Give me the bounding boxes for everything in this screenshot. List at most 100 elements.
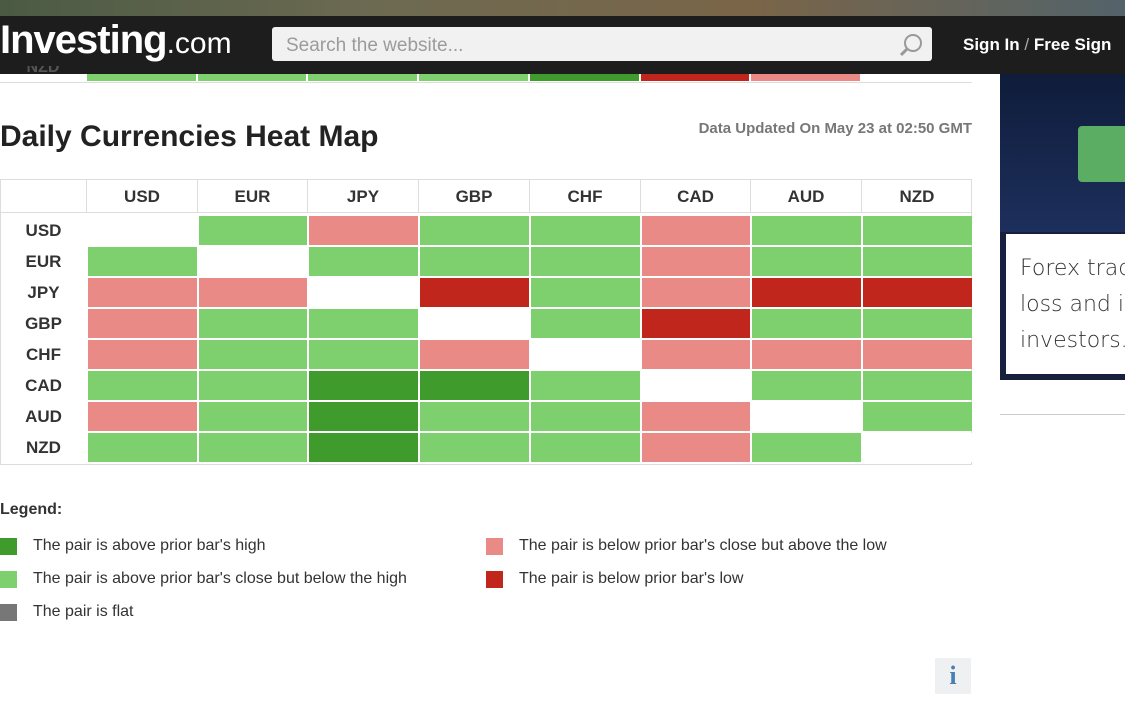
search-box[interactable]: Search the website...: [272, 27, 932, 61]
heat-cell[interactable]: [752, 278, 861, 307]
heat-cell[interactable]: [642, 278, 750, 307]
heat-cell[interactable]: [531, 340, 640, 369]
heat-cell[interactable]: [420, 340, 529, 369]
heat-cell[interactable]: [752, 371, 861, 400]
ad-line[interactable]: Forex trad: [1020, 256, 1125, 281]
logo-suffix[interactable]: .com: [166, 27, 232, 60]
info-icon[interactable]: i: [935, 658, 971, 694]
heat-cell[interactable]: [420, 247, 529, 276]
heat-cell[interactable]: [88, 216, 197, 245]
heat-cell[interactable]: [199, 247, 307, 276]
heat-cell[interactable]: [863, 278, 972, 307]
heat-cell[interactable]: [642, 340, 750, 369]
heat-cell[interactable]: [531, 402, 640, 431]
heat-cell[interactable]: [88, 402, 197, 431]
heat-cell[interactable]: [88, 247, 197, 276]
heat-cell[interactable]: [420, 216, 529, 245]
heat-cell[interactable]: [863, 309, 972, 338]
heat-cell[interactable]: [199, 309, 307, 338]
heat-cell[interactable]: [642, 433, 750, 462]
row-label: EUR: [25, 252, 62, 271]
free-sign[interactable]: Free Sign: [1033, 35, 1112, 54]
heat-cell[interactable]: [420, 402, 529, 431]
heat-cell[interactable]: [863, 216, 972, 245]
heat-cell[interactable]: [863, 402, 972, 431]
heat-cell[interactable]: [199, 433, 307, 462]
heat-cell[interactable]: [420, 371, 529, 400]
legend-swatch: [486, 571, 503, 588]
legend-label: The pair is flat: [33, 603, 134, 620]
ad-line[interactable]: loss and is: [1020, 292, 1125, 317]
search-placeholder[interactable]: Search the website...: [286, 35, 464, 56]
divider: [1000, 414, 1125, 415]
heat-cell[interactable]: [863, 340, 972, 369]
heat-cell[interactable]: [863, 371, 972, 400]
legend-swatch: [486, 538, 503, 555]
search-icon[interactable]: [898, 32, 924, 58]
legend-label: The pair is above prior bar's close but …: [33, 570, 407, 587]
heat-cell: [419, 74, 528, 81]
heat-cell[interactable]: [309, 402, 418, 431]
sign-in[interactable]: Sign In: [963, 35, 1020, 54]
corner-cell: [1, 180, 86, 213]
heat-cell: [862, 74, 971, 81]
heat-cell[interactable]: [309, 309, 418, 338]
heat-cell[interactable]: [531, 433, 640, 462]
column-header: JPY: [307, 180, 418, 213]
heat-cell[interactable]: [309, 433, 418, 462]
heat-cell[interactable]: [88, 340, 197, 369]
heat-cell[interactable]: [309, 371, 418, 400]
heat-cell[interactable]: [752, 402, 861, 431]
heat-cell: [641, 74, 749, 81]
heat-cell[interactable]: [88, 309, 197, 338]
heat-cell[interactable]: [309, 247, 418, 276]
heat-cell[interactable]: [199, 371, 307, 400]
heat-cell[interactable]: [309, 216, 418, 245]
ad-line[interactable]: investors.: [1020, 328, 1125, 353]
logo[interactable]: Investing.com: [0, 18, 232, 63]
heat-cell[interactable]: [642, 216, 750, 245]
logo-text[interactable]: Investing: [0, 18, 168, 62]
heat-cell[interactable]: [642, 309, 750, 338]
heat-cell[interactable]: [642, 371, 750, 400]
heat-cell[interactable]: [863, 433, 972, 462]
heat-cell[interactable]: [309, 340, 418, 369]
heat-cell[interactable]: [642, 247, 750, 276]
column-header: CAD: [640, 180, 750, 213]
row-label: NZD: [26, 59, 60, 76]
heat-cell[interactable]: [752, 340, 861, 369]
heat-cell[interactable]: [531, 371, 640, 400]
heat-map-table: USD EUR JPY GBP CHF CAD AUD NZD USD EUR JPY GBP CHF C…: [0, 179, 972, 465]
heat-cell[interactable]: [199, 216, 307, 245]
heat-cell[interactable]: [420, 309, 529, 338]
column-header: AUD: [750, 180, 861, 213]
heat-cell[interactable]: [531, 309, 640, 338]
row-label: GBP: [25, 314, 62, 333]
ad-text-box[interactable]: Forex trad loss and is investors.: [1000, 232, 1125, 380]
heat-cell[interactable]: [752, 433, 861, 462]
heat-cell[interactable]: [752, 247, 861, 276]
heat-cell[interactable]: [309, 278, 418, 307]
heat-cell[interactable]: [88, 278, 197, 307]
heat-cell[interactable]: [88, 371, 197, 400]
heat-cell[interactable]: [642, 402, 750, 431]
heat-cell[interactable]: [863, 247, 972, 276]
updated-note: Data Updated On May 23 at 02:50 GMT: [698, 120, 972, 137]
column-header: EUR: [197, 180, 307, 213]
heat-cell[interactable]: [531, 216, 640, 245]
heat-cell[interactable]: [420, 433, 529, 462]
top-strip: [0, 0, 1125, 16]
heat-cell[interactable]: [199, 402, 307, 431]
heat-cell[interactable]: [88, 433, 197, 462]
heat-cell[interactable]: [199, 340, 307, 369]
heat-cell: [87, 74, 196, 81]
heat-cell[interactable]: [752, 309, 861, 338]
legend-swatch: [0, 538, 17, 555]
heat-cell[interactable]: [199, 278, 307, 307]
heat-cell[interactable]: [531, 247, 640, 276]
heat-cell[interactable]: [531, 278, 640, 307]
ad-button[interactable]: [1078, 126, 1125, 182]
heat-cell[interactable]: [420, 278, 529, 307]
heat-cell[interactable]: [752, 216, 861, 245]
